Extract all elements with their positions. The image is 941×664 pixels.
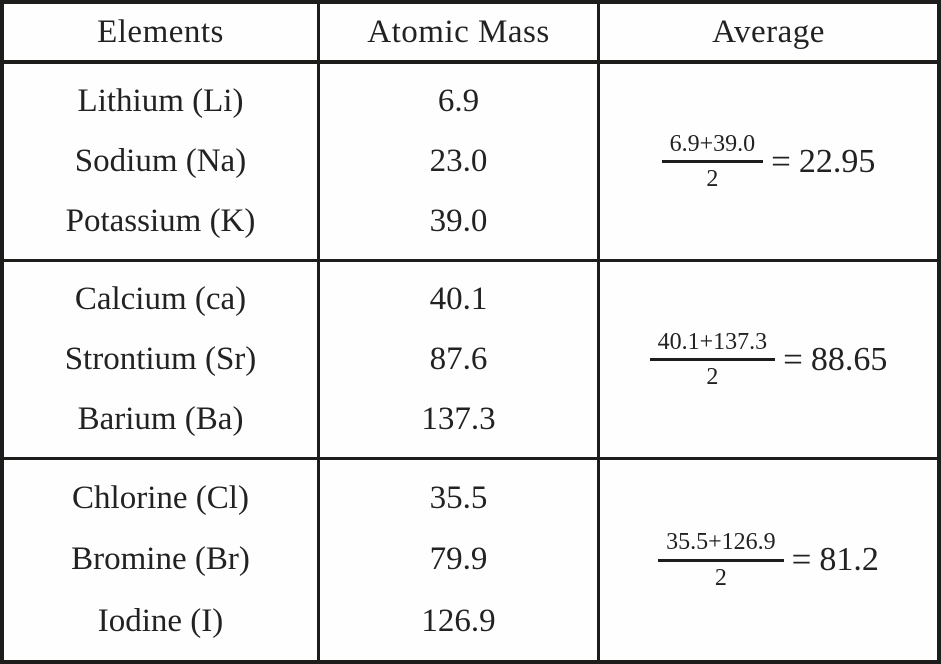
element-name: Bromine (Br) bbox=[71, 541, 250, 578]
column-header-elements: Elements bbox=[4, 4, 320, 64]
element-name: Iodine (I) bbox=[97, 602, 224, 639]
group-1-masses-cell: 6.9 23.0 39.0 bbox=[320, 64, 600, 262]
fraction-numerator: 40.1+137.3 bbox=[649, 329, 776, 361]
element-name: Barium (Ba) bbox=[77, 400, 244, 437]
atomic-mass-value: 39.0 bbox=[429, 202, 488, 239]
fraction-denominator: 2 bbox=[714, 564, 727, 591]
average-result: 81.2 bbox=[819, 541, 879, 578]
group-3-elements-cell: Chlorine (Cl) Bromine (Br) Iodine (I) bbox=[4, 460, 320, 660]
average-result: 88.65 bbox=[810, 340, 888, 378]
equals-sign: = bbox=[771, 141, 791, 181]
element-name: Potassium (K) bbox=[65, 202, 256, 239]
average-result: 22.95 bbox=[798, 142, 876, 180]
element-name: Strontium (Sr) bbox=[64, 340, 257, 377]
atomic-mass-value: 40.1 bbox=[429, 281, 488, 318]
average-fraction: 35.5+126.9 2 bbox=[658, 529, 784, 591]
fraction-denominator: 2 bbox=[706, 166, 719, 192]
column-header-atomic-mass: Atomic Mass bbox=[320, 4, 600, 64]
group-2-elements-cell: Calcium (ca) Strontium (Sr) Barium (Ba) bbox=[4, 262, 320, 460]
average-fraction: 40.1+137.3 2 bbox=[649, 329, 776, 391]
atomic-mass-value: 87.6 bbox=[429, 340, 488, 377]
atomic-mass-value: 23.0 bbox=[429, 142, 488, 179]
atomic-mass-value: 137.3 bbox=[421, 400, 496, 437]
column-header-average-label: Average bbox=[712, 13, 825, 50]
element-name: Sodium (Na) bbox=[74, 142, 247, 179]
group-3-masses-cell: 35.5 79.9 126.9 bbox=[320, 460, 600, 660]
element-name: Lithium (Li) bbox=[77, 83, 244, 120]
atomic-mass-value: 126.9 bbox=[421, 602, 496, 639]
column-header-average: Average bbox=[600, 4, 937, 64]
equals-sign: = bbox=[783, 339, 803, 379]
average-fraction: 6.9+39.0 2 bbox=[661, 131, 764, 193]
fraction-numerator: 6.9+39.0 bbox=[661, 131, 764, 163]
atomic-mass-value: 79.9 bbox=[429, 541, 488, 578]
fraction-numerator: 35.5+126.9 bbox=[658, 529, 784, 562]
group-3-average-cell: 35.5+126.9 2 = 81.2 bbox=[600, 460, 937, 660]
group-1-elements-cell: Lithium (Li) Sodium (Na) Potassium (K) bbox=[4, 64, 320, 262]
column-header-elements-label: Elements bbox=[97, 13, 224, 50]
fraction-denominator: 2 bbox=[706, 364, 719, 390]
group-1-average-cell: 6.9+39.0 2 = 22.95 bbox=[600, 64, 937, 262]
group-2-average-cell: 40.1+137.3 2 = 88.65 bbox=[600, 262, 937, 460]
element-name: Chlorine (Cl) bbox=[72, 480, 249, 517]
group-2-masses-cell: 40.1 87.6 137.3 bbox=[320, 262, 600, 460]
column-header-atomic-mass-label: Atomic Mass bbox=[367, 13, 550, 50]
atomic-mass-value: 6.9 bbox=[437, 83, 480, 120]
element-name: Calcium (ca) bbox=[74, 281, 247, 318]
atomic-mass-value: 35.5 bbox=[429, 480, 488, 517]
equals-sign: = bbox=[791, 540, 812, 579]
